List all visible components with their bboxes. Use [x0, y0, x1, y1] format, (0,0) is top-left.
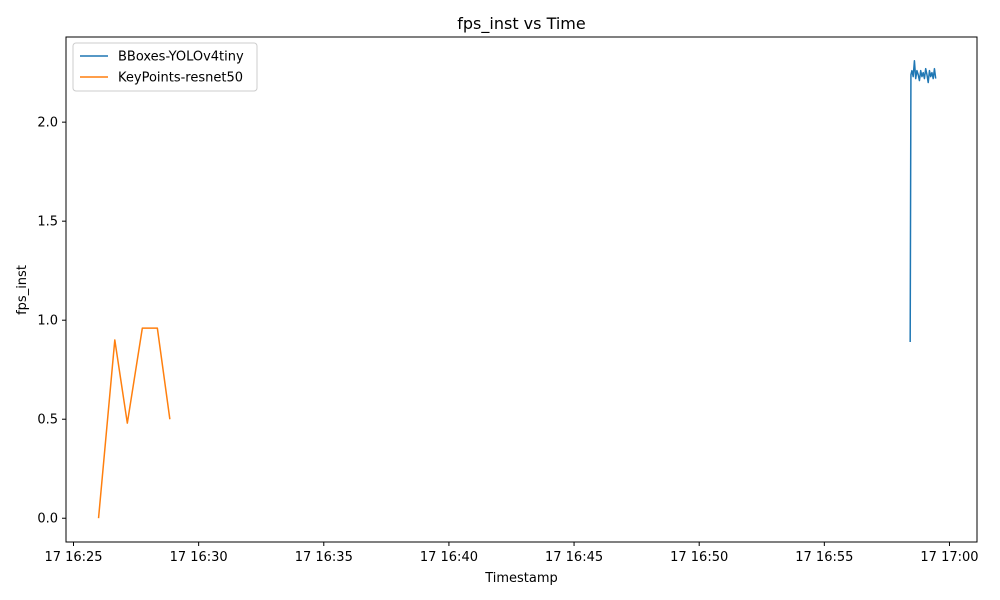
- x-tick-label: 17 16:55: [795, 550, 853, 565]
- y-tick-label: 2.0: [37, 116, 58, 131]
- x-axis-label: Timestamp: [484, 571, 558, 586]
- x-tick-label: 17 16:35: [295, 550, 353, 565]
- x-axis: 17 16:25 17 16:30 17 16:35 17 16:40 17 16:45…: [44, 542, 979, 565]
- x-tick-label: 17 16:45: [545, 550, 603, 565]
- legend-box: [72, 42, 258, 92]
- y-tick-label: 1.5: [37, 215, 58, 230]
- y-axis-label: fps_inst: [15, 265, 30, 315]
- x-tick-label: 17 16:25: [44, 550, 102, 565]
- x-tick-label: 17 16:40: [420, 550, 478, 565]
- x-tick-label: 17 17:00: [920, 550, 978, 565]
- chart-title: fps_inst vs Time: [457, 14, 585, 34]
- series-line-0: [909, 60, 937, 342]
- plot-area: [65, 36, 978, 543]
- x-tick-label: 17 16:30: [170, 550, 228, 565]
- series-layer: [97, 60, 937, 519]
- y-axis: 0.0 0.5 1.0 1.5 2.0: [37, 116, 66, 527]
- y-tick-label: 1.0: [37, 314, 58, 329]
- legend-label-1: KeyPoints-resnet50: [118, 71, 243, 86]
- y-tick-label: 0.0: [37, 512, 58, 527]
- series-line-1: [97, 327, 171, 519]
- legend-label-0: BBoxes-YOLOv4tiny: [118, 50, 244, 65]
- y-tick-label: 0.5: [37, 413, 58, 428]
- legend: BBoxes-YOLOv4tiny KeyPoints-resnet50: [72, 42, 258, 92]
- x-tick-label: 17 16:50: [670, 550, 728, 565]
